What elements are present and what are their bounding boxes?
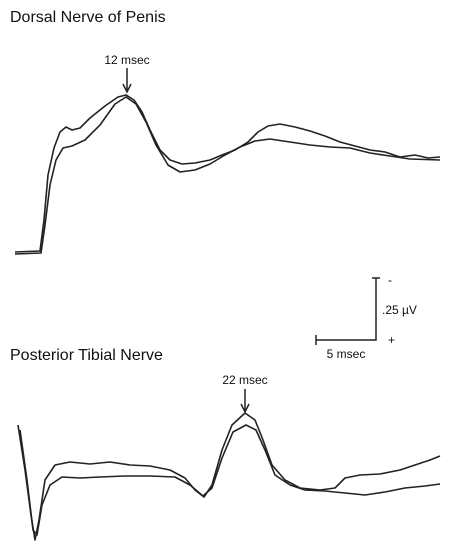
arrow [240,389,250,414]
annotation: 22 msec [222,373,267,387]
scale-label: + [388,333,395,347]
scale-label: .25 µV [382,303,417,317]
waveform [14,94,441,253]
scale-label: 5 msec [327,347,366,361]
arrow [122,68,132,94]
waveform [17,412,441,541]
scale-bar [315,277,380,345]
panel-title: Posterior Tibial Nerve [10,347,163,364]
annotation: 12 msec [104,53,149,67]
scale-label: - [388,273,392,287]
waveform [14,96,441,255]
waveform [19,424,441,536]
panel-title: Dorsal Nerve of Penis [10,9,166,26]
